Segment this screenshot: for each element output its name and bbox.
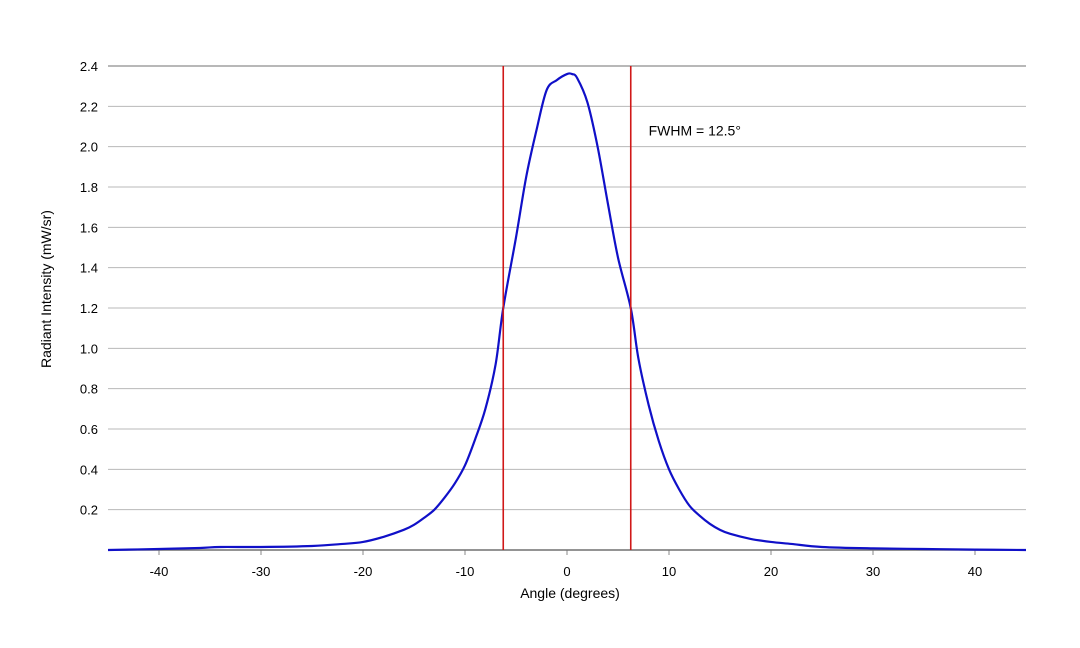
plot-border — [108, 65, 1026, 551]
y-axis-title: Radiant Intensity (mW/sr) — [38, 210, 54, 368]
y-tick-label: 2.4 — [80, 59, 98, 74]
x-tick-label: 30 — [866, 564, 880, 579]
y-tick-label: 1.6 — [80, 220, 98, 235]
x-tick-label: 20 — [764, 564, 778, 579]
x-tick-label: 10 — [662, 564, 676, 579]
y-tick-label: 0.4 — [80, 462, 98, 477]
y-tick-label: 0.8 — [80, 382, 98, 397]
y-tick-label: 0.6 — [80, 422, 98, 437]
intensity-curve — [107, 72, 1027, 552]
x-tick-label: -40 — [150, 564, 169, 579]
x-tick-label: 40 — [968, 564, 982, 579]
y-tick-label: 1.0 — [80, 341, 98, 356]
fwhm-annotation: FWHM = 12.5° — [649, 123, 741, 139]
x-axis: -40 -30 -20 -10 0 10 20 30 40 — [150, 550, 982, 579]
fwhm-lines — [502, 66, 632, 550]
x-tick-label: -30 — [252, 564, 271, 579]
y-axis: 0.2 0.4 0.6 0.8 1.0 1.2 1.4 1.6 1.8 2.0 2.2 2.4 — [80, 59, 98, 518]
x-axis-title: Angle (degrees) — [520, 585, 620, 601]
y-tick-label: 0.2 — [80, 503, 98, 518]
series-group — [107, 72, 1027, 552]
x-tick-label: -20 — [354, 564, 373, 579]
grid — [108, 65, 1026, 511]
y-tick-label: 1.2 — [80, 301, 98, 316]
x-tick-label: -10 — [456, 564, 475, 579]
x-tick-label: 0 — [563, 564, 570, 579]
y-tick-label: 2.0 — [80, 140, 98, 155]
y-tick-label: 1.8 — [80, 180, 98, 195]
annotations: FWHM = 12.5° — [649, 123, 741, 139]
y-tick-label: 2.2 — [80, 99, 98, 114]
y-tick-label: 1.4 — [80, 261, 98, 276]
